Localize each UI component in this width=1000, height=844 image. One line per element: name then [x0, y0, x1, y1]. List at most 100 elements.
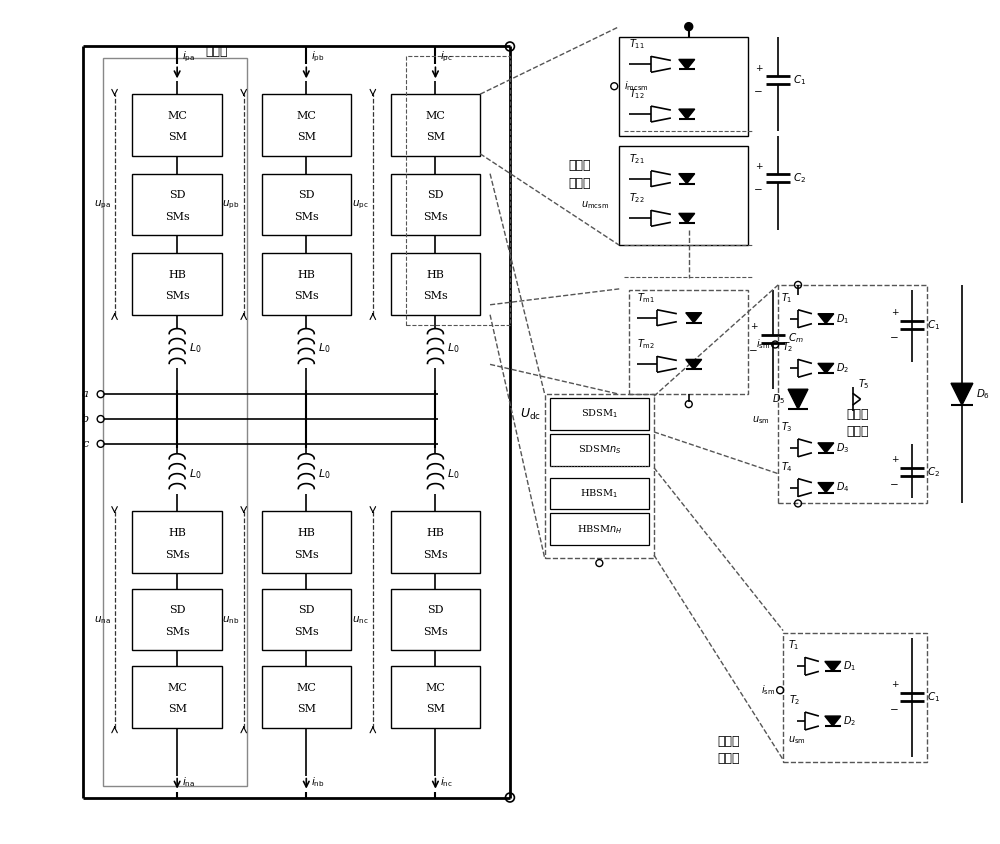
Text: $L_0$: $L_0$	[189, 467, 202, 480]
Bar	[262, 174, 351, 235]
Text: HB: HB	[426, 528, 444, 538]
Text: SM: SM	[168, 705, 187, 715]
Text: SDSM$_1$: SDSM$_1$	[581, 408, 618, 420]
Text: SMs: SMs	[294, 291, 319, 301]
Bar	[391, 174, 480, 235]
Text: −: −	[754, 87, 762, 97]
Text: SD: SD	[298, 605, 315, 615]
Text: $C_2$: $C_2$	[927, 465, 940, 479]
Text: $C_m$: $C_m$	[788, 332, 804, 345]
Bar	[132, 174, 222, 235]
Bar	[619, 146, 748, 245]
Text: 叠模块: 叠模块	[568, 177, 591, 190]
Polygon shape	[679, 174, 695, 184]
Text: SM: SM	[297, 705, 316, 715]
Text: $i_{\rm pa}$: $i_{\rm pa}$	[182, 49, 195, 63]
Text: $L_0$: $L_0$	[318, 467, 331, 480]
Bar	[391, 511, 480, 573]
Bar	[132, 667, 222, 728]
Text: $T_2$: $T_2$	[789, 693, 800, 707]
Text: SMs: SMs	[294, 627, 319, 637]
Polygon shape	[825, 662, 841, 671]
Text: b: b	[82, 414, 89, 424]
Text: $U_{\rm dc}$: $U_{\rm dc}$	[520, 407, 541, 422]
Text: SMs: SMs	[294, 549, 319, 560]
Polygon shape	[679, 59, 695, 69]
Text: +: +	[891, 308, 898, 316]
Text: −: −	[890, 333, 898, 343]
Polygon shape	[788, 389, 808, 409]
Bar	[550, 478, 649, 510]
Text: $D_4$: $D_4$	[836, 481, 849, 495]
Text: SMs: SMs	[294, 212, 319, 222]
Polygon shape	[818, 314, 834, 323]
Text: SMs: SMs	[165, 627, 190, 637]
Text: HB: HB	[297, 528, 315, 538]
Bar	[132, 95, 222, 156]
Text: HB: HB	[168, 270, 186, 279]
Text: $u_{\rm mcsm}$: $u_{\rm mcsm}$	[581, 199, 609, 211]
Bar	[391, 95, 480, 156]
Text: $u_{\rm sm}$: $u_{\rm sm}$	[788, 734, 806, 746]
Bar	[262, 95, 351, 156]
Text: SM: SM	[426, 133, 445, 143]
Text: $L_0$: $L_0$	[447, 467, 460, 480]
Text: SMs: SMs	[423, 549, 448, 560]
Polygon shape	[825, 716, 841, 726]
Bar	[391, 667, 480, 728]
Bar	[550, 398, 649, 430]
Bar	[783, 633, 927, 762]
Text: $u_{\rm pc}$: $u_{\rm pc}$	[352, 198, 369, 211]
Text: MC: MC	[296, 111, 316, 121]
Text: $D_5$: $D_5$	[772, 392, 785, 406]
Polygon shape	[679, 214, 695, 224]
Text: $T_3$: $T_3$	[781, 420, 793, 434]
Polygon shape	[818, 483, 834, 493]
Text: HB: HB	[168, 528, 186, 538]
Text: $C_1$: $C_1$	[793, 73, 806, 87]
Text: MC: MC	[296, 683, 316, 693]
Bar	[262, 253, 351, 315]
Bar	[550, 434, 649, 466]
Text: HB: HB	[426, 270, 444, 279]
Bar	[629, 289, 748, 394]
Bar	[103, 58, 247, 786]
Polygon shape	[951, 383, 973, 405]
Text: −: −	[890, 479, 898, 490]
Text: HBSM$n_H$: HBSM$n_H$	[577, 523, 622, 536]
Text: SM: SM	[297, 133, 316, 143]
Bar	[132, 511, 222, 573]
Text: $u_{\rm pb}$: $u_{\rm pb}$	[222, 198, 240, 211]
Text: $i_{\rm pc}$: $i_{\rm pc}$	[440, 49, 453, 63]
Text: 子模块: 子模块	[846, 425, 869, 438]
Text: c: c	[82, 439, 89, 449]
Text: $T_{\rm m1}$: $T_{\rm m1}$	[637, 291, 655, 305]
Polygon shape	[686, 313, 702, 322]
Text: $T_2$: $T_2$	[782, 341, 793, 354]
Text: $u_{\rm nc}$: $u_{\rm nc}$	[352, 614, 369, 625]
Text: SMs: SMs	[423, 627, 448, 637]
Text: +: +	[750, 322, 757, 331]
Text: 半桥型: 半桥型	[717, 735, 740, 749]
Bar	[132, 253, 222, 315]
Text: 错位层: 错位层	[568, 160, 591, 172]
Text: $u_{\rm pa}$: $u_{\rm pa}$	[94, 198, 111, 211]
Text: +: +	[755, 162, 762, 170]
Text: $T_{21}$: $T_{21}$	[629, 152, 645, 165]
Text: $u_{\rm na}$: $u_{\rm na}$	[94, 614, 111, 625]
Bar	[262, 667, 351, 728]
Text: 相单元: 相单元	[206, 45, 228, 58]
Bar	[406, 57, 510, 325]
Text: $T_{\rm m2}$: $T_{\rm m2}$	[637, 338, 655, 351]
Text: SD: SD	[169, 190, 185, 200]
Text: 子模块: 子模块	[717, 752, 740, 766]
Text: +: +	[891, 680, 898, 690]
Text: $i_{\rm mcsm}$: $i_{\rm mcsm}$	[624, 79, 649, 93]
Bar	[262, 511, 351, 573]
Bar	[545, 394, 654, 558]
Text: $L_0$: $L_0$	[447, 342, 460, 355]
Text: SMs: SMs	[165, 291, 190, 301]
Text: HB: HB	[297, 270, 315, 279]
Text: $T_1$: $T_1$	[788, 639, 800, 652]
Text: SD: SD	[427, 190, 444, 200]
